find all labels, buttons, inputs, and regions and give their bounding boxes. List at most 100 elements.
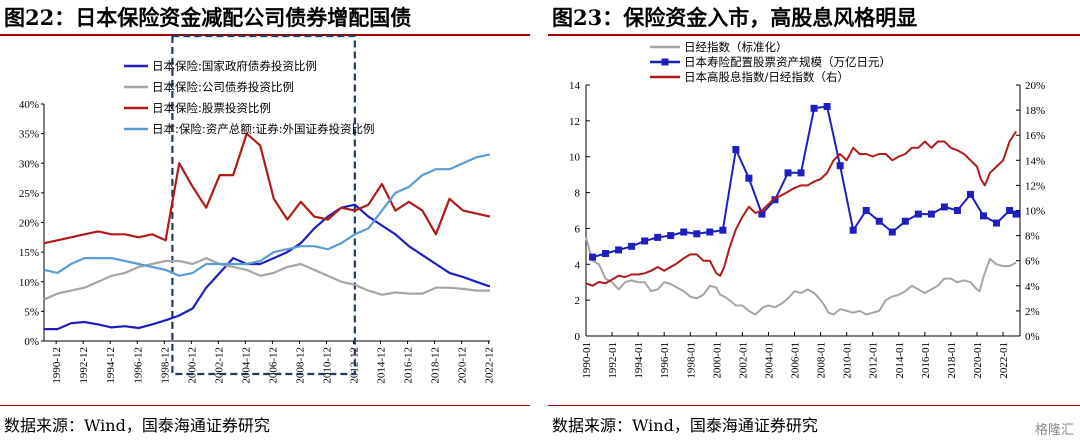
series-marker-1 [745,174,753,182]
y-tick-label: 20% [19,218,39,230]
x-tick-label: 1994-12 [105,347,117,384]
series-marker-1 [641,237,649,245]
right-title-rule [548,34,1080,36]
series-marker-1 [589,253,597,261]
legend-marker-1 [661,58,669,66]
series-marker-1 [914,210,922,218]
series-marker-1 [628,242,636,250]
legend-label-1: 日本保险:公司债券投资比例 [152,80,294,94]
series-marker-1 [602,250,610,258]
left-chart-svg: 0% 5% 10% 15% 20% 25% 30% 35% 40% 1990-12 1992-12 1… [19,34,496,384]
series-marker-1 [849,226,857,234]
series-marker-1 [1006,207,1014,214]
series-marker-1 [888,228,896,236]
x-tick-label: 1996-01 [659,342,671,379]
legend-label-1: 日本寿险配置股票资产规模（万亿日元） [684,55,891,69]
series-line-0 [585,237,1017,316]
series-marker-1 [615,246,623,254]
series-marker-1 [771,196,779,204]
x-tick-label: 1996-12 [132,347,144,384]
y-left-tick-label: 2 [575,295,581,307]
x-tick-label: 1990-12 [51,347,63,384]
series-marker-1 [927,210,935,218]
y-right-tick-label: 18% [1025,105,1045,117]
series-marker-1 [993,219,1001,227]
x-tick-label: 2022-12 [484,347,496,384]
x-tick-label: 2022-01 [998,342,1010,379]
series-marker-1 [797,169,805,177]
series-marker-1 [784,169,792,177]
series-line-2 [43,132,491,245]
x-tick-label: 1990-01 [581,342,593,379]
right-chart-source: 数据来源：Wind，国泰海通证券研究 [552,416,818,435]
x-tick-label: 2016-01 [920,342,932,379]
x-tick-label: 2002-01 [737,342,749,379]
series-line-3 [43,153,491,277]
series-marker-1 [732,146,740,154]
x-tick-label: 2018-12 [430,347,442,384]
x-tick-label: 2006-12 [267,347,279,384]
series-marker-1 [966,190,974,198]
series-marker-1 [836,162,844,170]
x-tick-label: 2020-12 [457,347,469,384]
y-right-tick-label: 6% [1025,256,1040,268]
series-marker-1 [940,203,948,211]
y-right-tick-label: 10% [1025,206,1045,218]
x-tick-label: 2002-12 [213,347,225,384]
x-tick-label: 1998-01 [685,342,697,379]
y-left-tick-label: 14 [569,80,581,92]
x-tick-label: 2008-01 [816,342,828,379]
x-tick-label: 2000-12 [186,347,198,384]
y-tick-label: 15% [19,247,39,259]
left-chart-panel: 图22：日本保险资金减配公司债券增配国债 0% 5% 10% 15% 20% 25% 30%… [0,0,530,442]
series-marker-1 [667,232,675,240]
left-chart-title: 图22：日本保险资金减配公司债券增配国债 [4,5,412,30]
x-tick-label: 2010-01 [842,342,854,379]
y-tick-label: 25% [19,188,39,200]
legend-label-3: 日本:保险:资产总额:证券:外国证券投资比例 [152,122,375,136]
series-line-0 [44,203,491,331]
legend-label-2: 日本高股息指数/日经指数（右） [684,70,849,84]
right-chart-title: 图23：保险资金入市，高股息风格明显 [552,5,918,30]
x-tick-label: 1994-01 [633,342,645,379]
x-tick-label: 2010-12 [321,347,333,384]
x-tick-label: 2004-01 [763,342,775,379]
y-left-tick-label: 6 [575,223,581,235]
x-tick-label: 2012-01 [868,342,880,379]
x-tick-label: 2014-01 [894,342,906,379]
series-line-1 [592,105,1017,259]
x-tick-label: 2004-12 [240,347,252,384]
left-source-rule [0,405,530,406]
series-marker-1 [875,217,883,225]
y-tick-label: 0% [24,336,39,348]
series-marker-1 [706,228,714,236]
x-tick-label: 2008-12 [294,347,306,384]
y-tick-label: 35% [19,129,39,141]
series-marker-1 [980,212,988,220]
y-right-tick-label: 14% [1025,155,1045,167]
series-marker-1 [901,217,909,225]
y-left-tick-label: 0 [575,331,581,343]
series-marker-1 [693,230,701,238]
series-line-1 [43,257,490,301]
x-tick-label: 1998-12 [159,347,171,384]
y-right-tick-label: 0% [1025,331,1040,343]
legend-label-0: 日本保险:国家政府债券投资比例 [152,59,317,73]
y-right-tick-label: 20% [1025,80,1045,92]
x-tick-label: 2016-12 [403,347,415,384]
y-right-tick-label: 2% [1025,306,1040,318]
series-marker-1 [1012,210,1020,218]
y-tick-label: 5% [24,306,39,318]
x-tick-label: 2020-01 [972,342,984,379]
series-marker-1 [810,104,818,112]
right-chart-panel: 图23：保险资金入市，高股息风格明显 0 2 4 6 8 10 12 14 0% 2% 4% 6% 8%… [548,0,1080,442]
x-tick-label: 2018-01 [946,342,958,379]
series-marker-1 [953,207,961,214]
series-marker-1 [680,228,688,236]
y-right-tick-label: 12% [1025,180,1045,192]
right-chart-svg: 0 2 4 6 8 10 12 14 0% 2% 4% 6% 8% 10% 12% 14% 16% 18% 20% 1… [569,40,1045,379]
left-chart-source: 数据来源：Wind，国泰海通证券研究 [4,416,270,435]
legend-label-2: 日本保险:股票投资比例 [152,101,271,115]
series-marker-1 [719,226,727,234]
series-line-2 [585,130,1017,287]
